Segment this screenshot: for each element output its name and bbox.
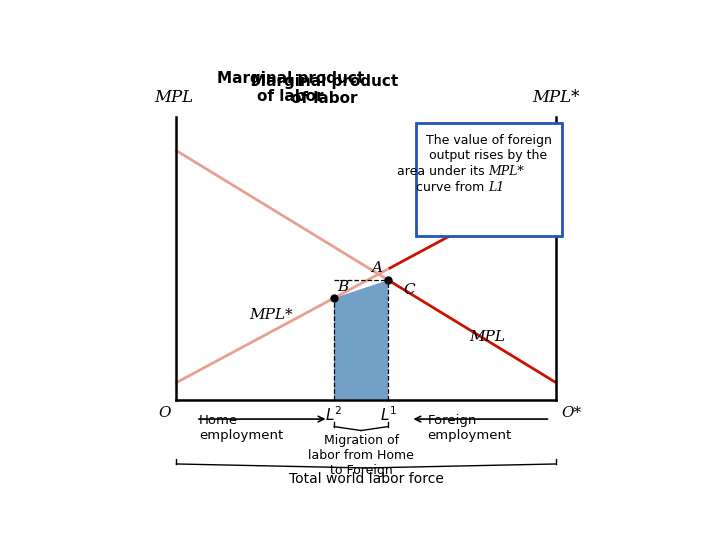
Text: Migration of
labor from Home
to Foreign: Migration of labor from Home to Foreign (308, 434, 414, 477)
Text: output rises by the: output rises by the (429, 150, 548, 163)
Text: L1: L1 (489, 181, 505, 194)
Text: $L^2$: $L^2$ (325, 406, 343, 424)
Text: MPL*: MPL* (532, 90, 580, 106)
Text: Marginal product
of labor: Marginal product of labor (251, 74, 398, 106)
Text: Foreign
employment: Foreign employment (427, 414, 511, 442)
Text: A: A (372, 261, 382, 275)
Text: area under its: area under its (397, 165, 489, 178)
Text: The value of foreign: The value of foreign (426, 134, 552, 147)
Text: Marginal product
of labor: Marginal product of labor (217, 71, 364, 104)
FancyBboxPatch shape (415, 123, 562, 235)
Text: O: O (158, 406, 171, 420)
Text: curve from: curve from (416, 181, 489, 194)
Polygon shape (334, 280, 388, 400)
Text: C: C (404, 283, 415, 297)
Text: $L^1$: $L^1$ (379, 406, 397, 424)
Text: O*: O* (562, 406, 582, 420)
Text: MPL*: MPL* (250, 308, 293, 322)
Text: Home
employment: Home employment (199, 414, 283, 442)
Text: MPL: MPL (469, 330, 505, 345)
Text: MPL*: MPL* (489, 165, 524, 178)
Text: B: B (337, 280, 348, 294)
Text: MPL: MPL (154, 90, 193, 106)
Text: Total world labor force: Total world labor force (289, 472, 444, 487)
